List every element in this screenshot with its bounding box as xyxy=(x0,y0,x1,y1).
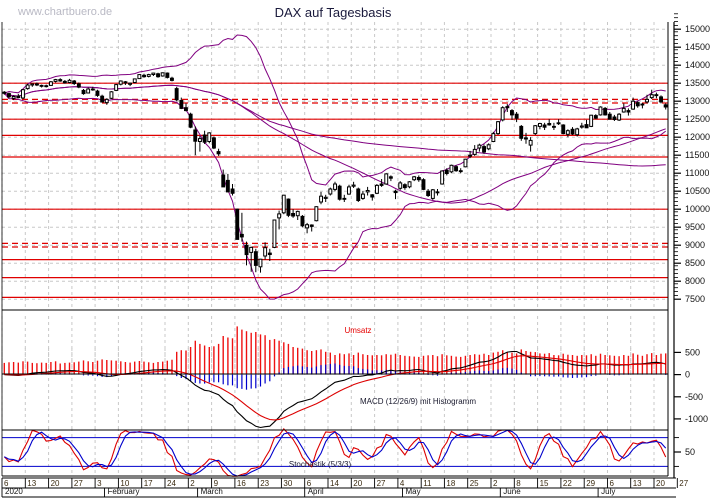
price-axis-label: 14500 xyxy=(685,42,710,52)
date-tick-label: 22 xyxy=(563,479,572,488)
macd-axis-label: -1000 xyxy=(685,414,708,424)
candlestick-series xyxy=(2,72,668,273)
price-axis-label: 13500 xyxy=(685,78,710,88)
price-axis-label: 9000 xyxy=(685,240,705,250)
price-axis-label: 8000 xyxy=(685,276,705,286)
month-label: May xyxy=(406,487,421,496)
date-tick-label: 30 xyxy=(283,479,292,488)
price-axis: 15000 14500 14000 13500 13000 12500 12000 11500… xyxy=(673,13,710,478)
price-axis-label: 13000 xyxy=(685,96,710,106)
date-tick-label: 2 xyxy=(190,479,195,488)
date-tick-label: 25 xyxy=(470,479,479,488)
date-tick-label: 6 xyxy=(307,479,312,488)
date-tick-label: 17 xyxy=(144,479,153,488)
price-axis-label: 14000 xyxy=(685,60,710,70)
date-tick-label: 15 xyxy=(540,479,549,488)
price-axis-label: 7500 xyxy=(685,294,705,304)
price-axis-label: 11500 xyxy=(685,150,709,160)
macd-axis-label: -500 xyxy=(685,392,703,402)
date-tick-label: 11 xyxy=(423,479,432,488)
page-title: DAX auf Tagesbasis xyxy=(275,5,392,20)
date-tick-label: 8 xyxy=(516,479,521,488)
date-tick-label: 4 xyxy=(400,479,405,488)
month-label: April xyxy=(308,487,324,496)
macd-axis-label: 500 xyxy=(685,347,700,357)
date-tick-label: 27 xyxy=(74,479,83,488)
date-tick-label: 24 xyxy=(167,479,176,488)
date-tick-label: 29 xyxy=(586,479,595,488)
date-tick-label: 27 xyxy=(377,479,386,488)
price-axis-label: 10000 xyxy=(685,204,710,214)
date-tick-label: 27 xyxy=(679,479,688,488)
date-tick-label: 16 xyxy=(237,479,246,488)
watermark: www.chartbuero.de xyxy=(17,6,112,18)
month-label: June xyxy=(503,487,521,496)
date-tick-label: 18 xyxy=(446,479,455,488)
price-axis-label: 12000 xyxy=(685,132,710,142)
volume-panel-label: Umsatz xyxy=(344,326,371,335)
date-tick-label: 6 xyxy=(4,479,9,488)
month-label: March xyxy=(201,487,223,496)
date-tick-label: 20 xyxy=(656,479,665,488)
price-axis-label: 11000 xyxy=(685,168,709,178)
month-label: 2020 xyxy=(5,487,23,496)
date-tick-label: 14 xyxy=(330,479,339,488)
date-axis: 6 13 20 27 3 10 17 24 2 9 16 23 30 6 14 20 27 4 11 18 25 2 8 15… xyxy=(1,477,689,498)
date-tick-label: 20 xyxy=(51,479,60,488)
price-axis-label: 15000 xyxy=(685,24,710,34)
date-tick-label: 9 xyxy=(214,479,219,488)
date-tick-label: 13 xyxy=(633,479,642,488)
price-axis-label: 9500 xyxy=(685,222,705,232)
stochastic-series xyxy=(2,428,668,477)
price-axis-label: 8500 xyxy=(685,258,705,268)
date-tick-label: 10 xyxy=(120,479,129,488)
date-tick-label: 6 xyxy=(610,479,615,488)
price-axis-label: 10500 xyxy=(685,186,710,196)
stochastic-axis-label: 50 xyxy=(685,447,695,457)
stochastic-panel-label: Stochastik (5/3/3) xyxy=(289,460,352,469)
macd-panel-label: MACD (12/26/9) mit Histogramm xyxy=(360,397,476,406)
date-tick-label: 3 xyxy=(97,479,102,488)
panel-frames xyxy=(1,22,669,477)
date-tick-label: 23 xyxy=(260,479,269,488)
date-tick-label: 20 xyxy=(353,479,362,488)
macd-axis-label: 0 xyxy=(685,370,690,380)
price-axis-label: 12500 xyxy=(685,114,710,124)
date-tick-label: 2 xyxy=(493,479,498,488)
month-label: February xyxy=(108,487,140,496)
month-label: July xyxy=(601,487,615,496)
date-tick-label: 13 xyxy=(27,479,36,488)
